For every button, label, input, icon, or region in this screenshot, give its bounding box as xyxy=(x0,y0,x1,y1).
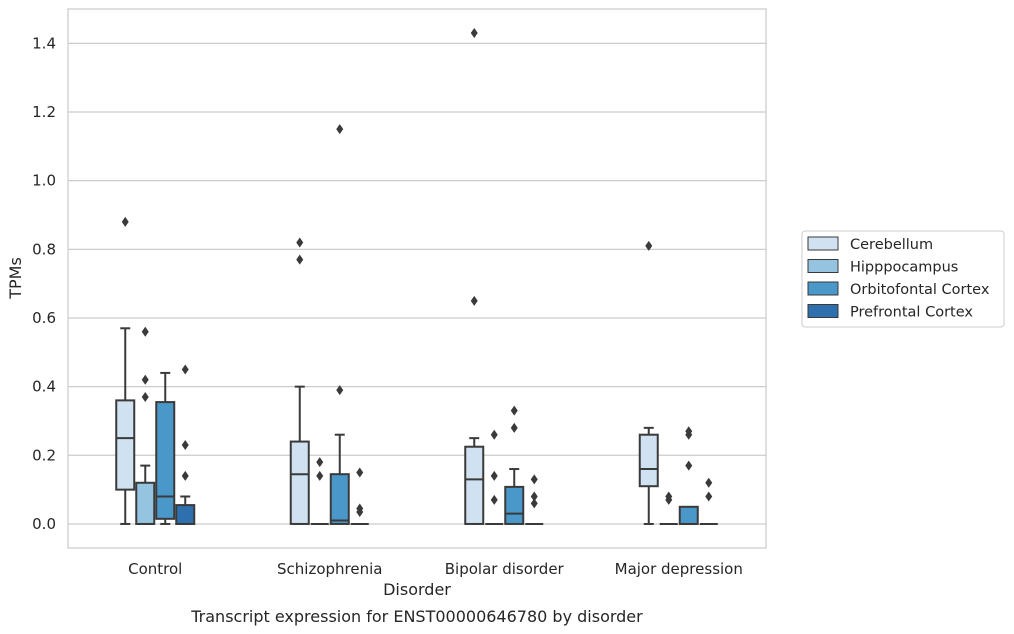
outlier-point xyxy=(141,326,149,337)
y-tick-label: 1.0 xyxy=(32,172,56,190)
y-tick-label: 1.4 xyxy=(32,34,56,52)
outlier-point xyxy=(530,498,538,509)
x-tick-labels: Control Schizophrenia Bipolar disorder Majo… xyxy=(128,560,743,578)
box-series xyxy=(115,28,718,525)
outlier-point xyxy=(121,216,129,227)
box-prefrontal-cortex xyxy=(175,364,196,525)
outlier-point xyxy=(705,477,713,488)
box-cerebellum xyxy=(638,240,659,525)
x-tick-label: Control xyxy=(128,560,182,578)
legend-label: Prefrontal Cortex xyxy=(850,305,973,321)
legend-label: Hipppocampus xyxy=(850,260,958,276)
box-orbitofontal-cortex xyxy=(678,426,699,525)
outlier-point xyxy=(181,364,189,375)
box-iqr xyxy=(175,504,196,525)
box-iqr xyxy=(638,433,659,488)
box-iqr xyxy=(464,445,485,525)
box-hipppocampus xyxy=(135,326,156,525)
y-axis-label: TPMs xyxy=(6,257,25,300)
box-prefrontal-cortex xyxy=(350,467,369,525)
box-cerebellum xyxy=(289,237,310,525)
box-iqr xyxy=(135,481,156,525)
outlier-point xyxy=(645,240,653,251)
outlier-point xyxy=(470,28,478,39)
chart-title: Transcript expression for ENST0000064678… xyxy=(190,607,643,626)
outlier-point xyxy=(530,491,538,502)
legend-item: Prefrontal Cortex xyxy=(807,304,973,321)
x-tick-label: Bipolar disorder xyxy=(445,560,565,578)
box-iqr xyxy=(115,399,136,491)
outlier-point xyxy=(336,385,344,396)
legend-swatch xyxy=(807,236,839,251)
y-tick-label: 0.2 xyxy=(32,446,56,464)
y-tick-label: 0.6 xyxy=(32,309,56,327)
outlier-point xyxy=(530,474,538,485)
legend-label: Cerebellum xyxy=(850,237,933,253)
box-iqr xyxy=(289,440,310,525)
box-hipppocampus xyxy=(659,491,678,525)
outlier-point xyxy=(296,237,304,248)
outlier-point xyxy=(510,422,518,433)
outlier-point xyxy=(316,470,324,481)
legend-item: Hipppocampus xyxy=(807,259,958,276)
outlier-point xyxy=(181,470,189,481)
legend-item: Cerebellum xyxy=(807,236,933,253)
box-prefrontal-cortex xyxy=(699,477,718,525)
legend-swatch xyxy=(807,281,839,296)
legend-label: Orbitofontal Cortex xyxy=(850,282,990,298)
box-hipppocampus xyxy=(485,429,504,525)
outlier-point xyxy=(685,426,693,437)
box-orbitofontal-cortex xyxy=(155,371,176,525)
outlier-point xyxy=(490,429,498,440)
outlier-point xyxy=(296,254,304,265)
box-iqr xyxy=(329,473,350,525)
box-cerebellum xyxy=(464,28,485,525)
y-tick-labels: 0.0 0.2 0.4 0.6 0.8 1.0 1.2 1.4 xyxy=(32,34,56,533)
box-prefrontal-cortex xyxy=(525,474,544,525)
outlier-point xyxy=(705,491,713,502)
outlier-point xyxy=(356,503,364,514)
outlier-point xyxy=(470,295,478,306)
outlier-point xyxy=(356,467,364,478)
legend-item: Orbitofontal Cortex xyxy=(807,281,990,298)
legend-swatch xyxy=(807,304,839,318)
box-iqr xyxy=(504,485,525,525)
x-tick-label: Major depression xyxy=(615,560,743,578)
y-tick-label: 1.2 xyxy=(32,103,56,121)
box-iqr xyxy=(155,401,176,520)
box-iqr xyxy=(678,505,699,525)
x-axis-label: Disorder xyxy=(383,580,451,599)
plot-frame xyxy=(67,8,767,549)
box-cerebellum xyxy=(115,216,136,525)
y-tick-label: 0.0 xyxy=(32,515,56,533)
x-tick-label: Schizophrenia xyxy=(277,560,382,578)
outlier-point xyxy=(685,460,693,471)
outlier-point xyxy=(490,494,498,505)
legend-frame xyxy=(801,230,1005,328)
box-hipppocampus xyxy=(310,457,329,525)
legend: Cerebellum Hipppocampus Orbitofontal Corte… xyxy=(801,230,1005,328)
outlier-point xyxy=(336,124,344,135)
box-orbitofontal-cortex xyxy=(504,405,525,525)
outlier-point xyxy=(510,405,518,416)
outlier-point xyxy=(665,491,673,502)
y-tick-label: 0.8 xyxy=(32,240,56,258)
outlier-point xyxy=(141,391,149,402)
box-orbitofontal-cortex xyxy=(329,124,350,525)
outlier-point xyxy=(141,374,149,385)
legend-swatch xyxy=(807,259,839,273)
outlier-point xyxy=(490,470,498,481)
y-tick-label: 0.4 xyxy=(32,378,56,396)
outlier-point xyxy=(181,440,189,451)
outlier-point xyxy=(316,457,324,468)
